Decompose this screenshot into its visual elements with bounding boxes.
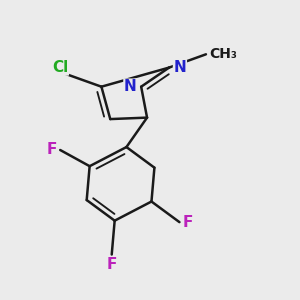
Text: F: F bbox=[106, 257, 117, 272]
Text: Cl: Cl bbox=[52, 60, 68, 75]
Text: CH₃: CH₃ bbox=[209, 47, 237, 61]
Text: F: F bbox=[182, 214, 193, 230]
Text: N: N bbox=[124, 79, 137, 94]
Text: F: F bbox=[47, 142, 57, 158]
Text: N: N bbox=[174, 60, 186, 75]
